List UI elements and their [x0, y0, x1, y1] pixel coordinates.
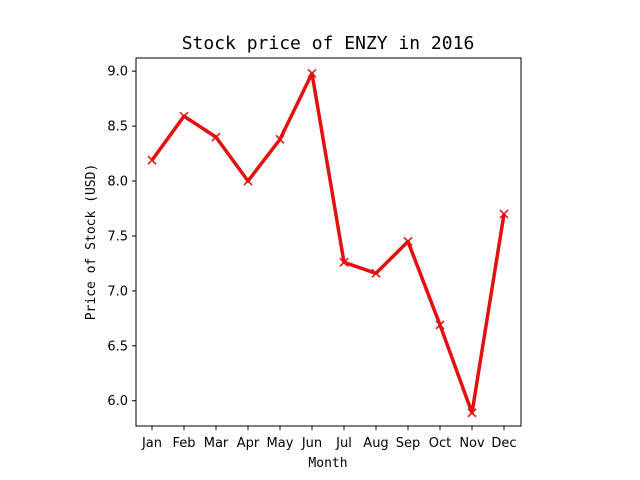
data-point-marker: [211, 132, 221, 142]
x-tick-label: Jan: [141, 436, 162, 451]
x-tick-label: Mar: [204, 436, 229, 451]
y-tick-label: 6.0: [107, 394, 128, 409]
data-point-marker: [243, 176, 253, 186]
y-tick-label: 8.5: [107, 120, 128, 135]
series-line: [150, 71, 506, 415]
x-tick-label: Dec: [491, 436, 516, 451]
data-point-marker: [307, 68, 317, 78]
plot-area: [135, 57, 522, 427]
x-tick-label: Feb: [172, 436, 195, 451]
data-point-marker: [371, 268, 381, 278]
x-axis-label: Month: [308, 456, 347, 471]
data-point-marker: [403, 236, 413, 246]
series: [147, 68, 509, 418]
y-tick-label: 6.5: [107, 339, 128, 354]
data-point-marker: [179, 111, 189, 121]
x-tick-label: Jul: [335, 436, 352, 451]
x-tick-label: Aug: [363, 436, 388, 451]
y-tick-label: 8.0: [107, 175, 128, 190]
x-axis: Jan Feb Mar Apr May Jun Jul Aug Sep Oct Nov Dec: [141, 426, 517, 451]
data-point-marker: [467, 408, 477, 418]
chart-title: Stock price of ENZY in 2016: [182, 33, 475, 54]
y-tick-label: 7.5: [107, 229, 128, 244]
x-tick-label: Jun: [301, 436, 322, 451]
data-point-marker: [147, 155, 157, 165]
data-point-marker: [275, 134, 285, 144]
y-axis: 6.0 6.5 7.0 7.5 8.0 8.5 9.0: [107, 65, 136, 409]
y-tick-label: 7.0: [107, 284, 128, 299]
x-tick-label: Oct: [429, 436, 451, 451]
data-point-marker: [499, 209, 509, 219]
data-point-marker: [339, 257, 349, 267]
x-tick-label: Nov: [459, 436, 485, 451]
x-tick-label: Apr: [237, 436, 260, 451]
y-axis-label: Price of Stock (USD): [84, 164, 99, 321]
x-tick-label: May: [267, 436, 294, 451]
x-tick-label: Sep: [396, 436, 421, 451]
plot-frame: [135, 57, 522, 427]
data-point-marker: [435, 320, 445, 330]
y-tick-label: 9.0: [107, 65, 128, 80]
